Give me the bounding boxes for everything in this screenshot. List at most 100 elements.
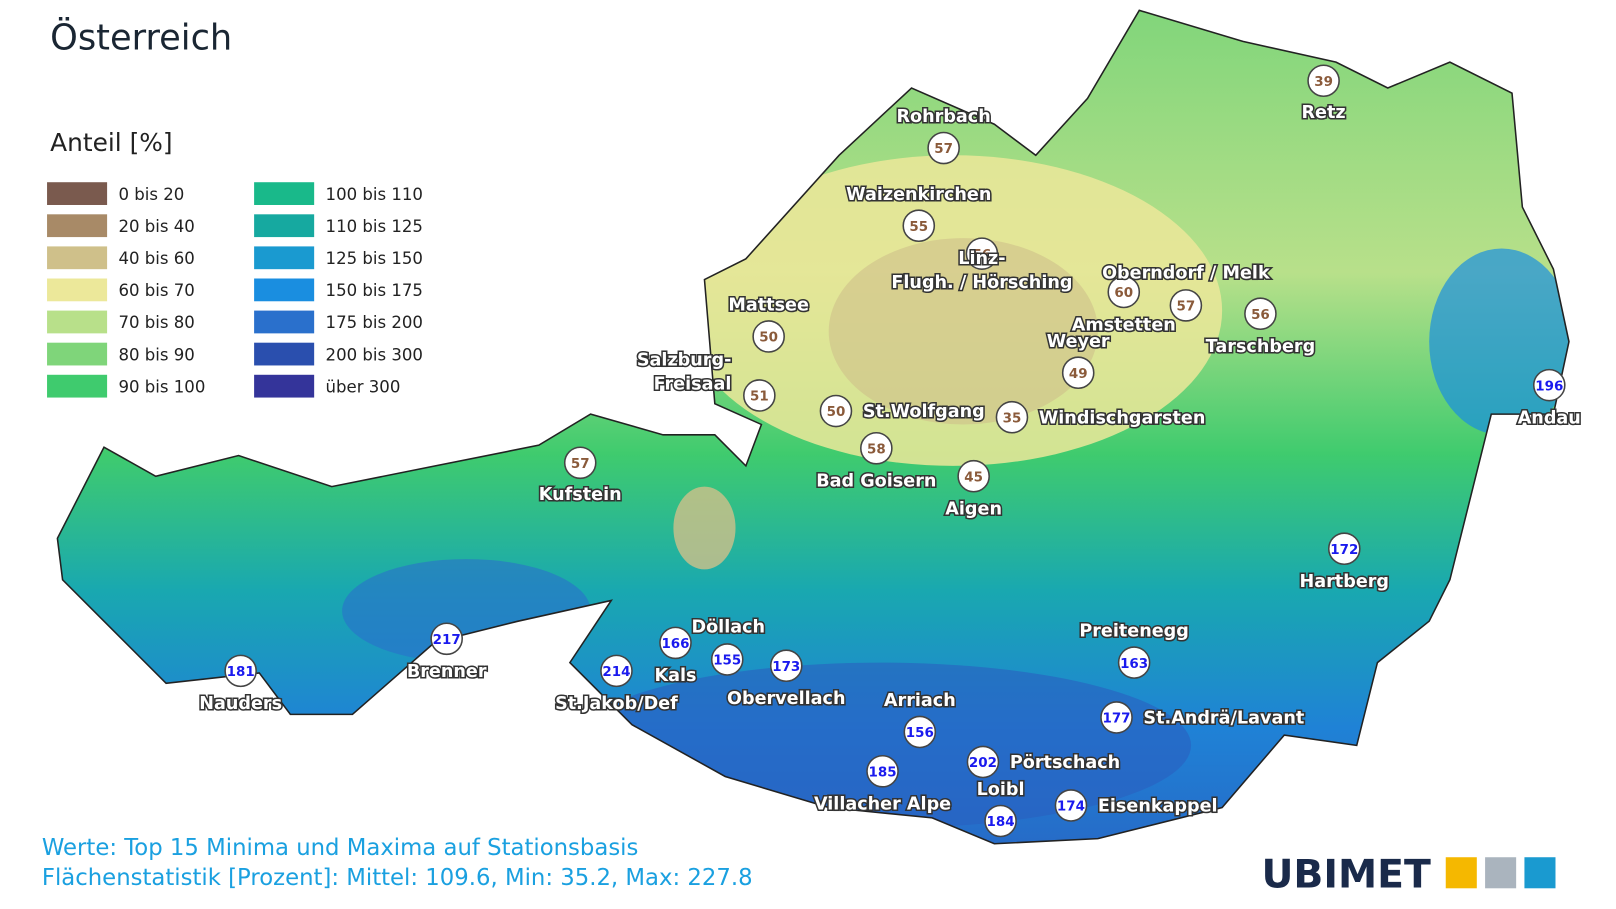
station-value: 50 — [759, 331, 778, 346]
logo-icon — [1485, 857, 1517, 889]
station-marker — [1169, 289, 1203, 322]
station-value: 196 — [1535, 379, 1563, 394]
station-marker — [984, 804, 1017, 838]
logo-icon — [1445, 857, 1477, 889]
station-label: Aigen — [945, 500, 1002, 520]
station-label: Bad Goisern — [816, 472, 936, 492]
station-marker — [743, 379, 776, 412]
legend-label: 150 bis 175 — [326, 281, 423, 300]
station-marker — [224, 654, 257, 688]
station-label: Weyer — [1047, 332, 1110, 352]
station-value: 56 — [973, 248, 992, 263]
station-marker — [1061, 356, 1095, 390]
legend-label: 110 bis 125 — [326, 217, 423, 236]
station-value: 185 — [869, 765, 897, 780]
station-value: 39 — [1314, 75, 1333, 90]
station-value: 172 — [1330, 543, 1358, 558]
station-value: 55 — [909, 220, 928, 235]
station-marker — [995, 400, 1029, 434]
station-value: 181 — [227, 665, 255, 680]
legend-swatch — [254, 214, 315, 238]
station-marker — [819, 394, 853, 428]
station-value: 51 — [750, 390, 769, 405]
station-marker — [1307, 64, 1340, 98]
station-marker — [866, 754, 899, 788]
station-label: Brenner — [407, 662, 487, 682]
station-value: 57 — [571, 457, 590, 472]
station-value: 202 — [969, 756, 997, 771]
station-label: Flugh. / Hörsching — [891, 273, 1072, 293]
station-label: Retz — [1302, 103, 1346, 123]
station-label: Salzburg- — [637, 350, 732, 370]
station-marker — [1054, 789, 1088, 822]
station-label: Kals — [654, 666, 696, 686]
legend-title: Anteil [%] — [50, 128, 172, 157]
station-marker — [902, 209, 936, 243]
station-label: St.Wolfgang — [863, 402, 985, 422]
legend-label: 80 bis 90 — [118, 345, 194, 364]
legend-label: 0 bis 20 — [118, 185, 184, 204]
legend-swatch — [47, 246, 108, 270]
station-label: St.Jakob/Def — [555, 694, 678, 714]
station-value: 57 — [1177, 300, 1196, 315]
station-value: 35 — [1003, 411, 1022, 426]
station-value: 49 — [1069, 367, 1088, 382]
station-label: Mattsee — [728, 296, 809, 316]
station-label: Tarschberg — [1206, 337, 1316, 357]
legend-swatch — [254, 374, 315, 398]
station-label: Nauders — [199, 694, 282, 714]
station-marker — [1117, 646, 1151, 679]
legend-swatch — [47, 214, 108, 238]
legend-label: über 300 — [326, 377, 401, 396]
station-marker — [957, 459, 990, 493]
station-label: Kufstein — [539, 485, 622, 505]
stations: 39Retz57Rohrbach55Waizenkirchen56Linz-Fl… — [198, 64, 1582, 838]
station-marker — [1244, 297, 1277, 331]
station-marker — [659, 626, 692, 660]
footer-line: Flächenstatistik [Prozent]: Mittel: 109.… — [42, 865, 753, 891]
station-label: Döllach — [691, 618, 765, 638]
legend-swatch — [254, 342, 315, 366]
legend-swatch — [47, 278, 108, 302]
legend: 0 bis 20 20 bis 40 40 bis 60 60 bis 70 70 bi… — [47, 182, 423, 398]
station-label: Preitenegg — [1079, 622, 1189, 642]
station-label: St.Andrä/Lavant — [1143, 709, 1304, 729]
legend-label: 90 bis 100 — [118, 377, 205, 396]
station-marker — [966, 745, 1000, 779]
station-label: Obervellach — [727, 689, 845, 709]
station-marker — [927, 131, 960, 165]
station-value: 174 — [1057, 800, 1085, 815]
station-label: Andau — [1518, 408, 1581, 428]
legend-swatch — [47, 342, 108, 366]
legend-label: 100 bis 110 — [326, 185, 423, 204]
legend-label: 175 bis 200 — [326, 313, 423, 332]
station-value: 173 — [772, 660, 800, 675]
station-marker — [752, 320, 785, 353]
station-label: Windischgarsten — [1039, 408, 1206, 428]
station-marker — [1107, 275, 1141, 309]
legend-swatch — [254, 310, 315, 334]
station-marker — [600, 654, 633, 688]
title: Österreich — [50, 17, 232, 59]
legend-label: 20 bis 40 — [118, 217, 194, 236]
station-label: Eisenkappel — [1098, 797, 1218, 817]
legend-swatch — [254, 182, 315, 205]
station-marker — [563, 446, 597, 480]
station-value: 166 — [661, 637, 689, 652]
station-value: 45 — [964, 470, 983, 485]
station-value: 56 — [1251, 308, 1270, 323]
station-label: Rohrbach — [896, 107, 990, 127]
station-value: 58 — [867, 442, 886, 457]
legend-label: 40 bis 60 — [118, 249, 194, 268]
station-value: 217 — [433, 633, 461, 648]
station-marker — [1532, 368, 1566, 402]
station-label: Hartberg — [1300, 572, 1389, 592]
station-label: Villacher Alpe — [814, 795, 951, 815]
station-value: 60 — [1114, 286, 1133, 301]
station-value: 155 — [713, 654, 741, 669]
legend-swatch — [47, 374, 108, 398]
legend-label: 125 bis 150 — [326, 249, 423, 268]
station-marker — [430, 622, 463, 656]
station-label: Amstetten — [1072, 315, 1176, 335]
